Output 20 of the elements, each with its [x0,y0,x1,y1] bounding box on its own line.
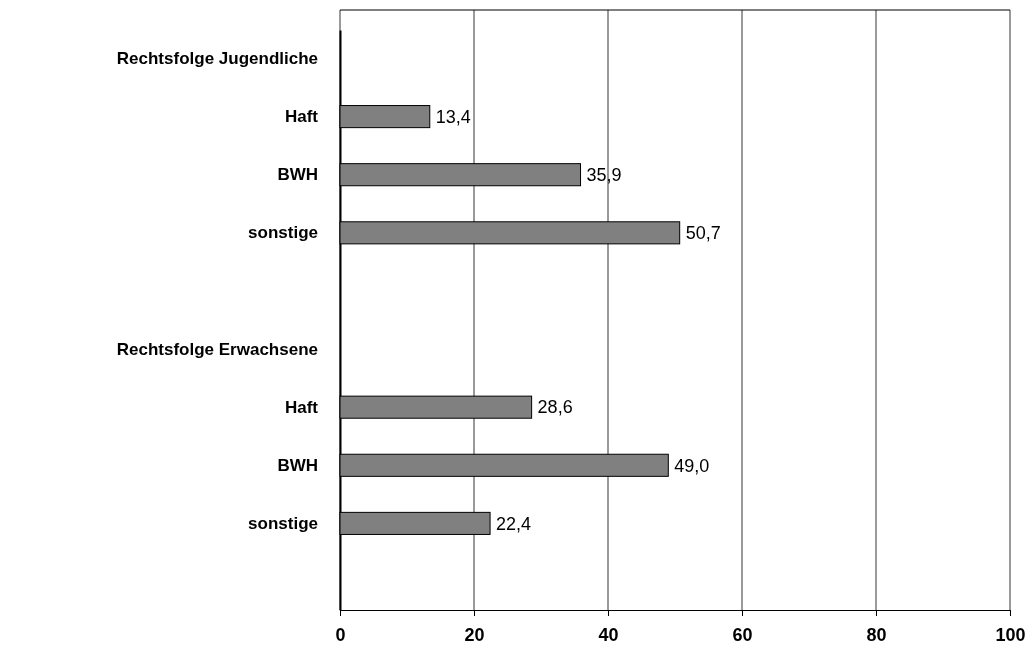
x-tick-label: 60 [732,624,753,645]
data-label: 22,4 [496,513,532,534]
y-tick-label: Rechtsfolge Erwachsene [116,339,318,359]
y-tick-label: Rechtsfolge Jugendliche [116,48,318,68]
data-label: 50,7 [685,223,721,244]
x-tick-label: 80 [866,624,887,645]
x-tick-label: 20 [464,624,485,645]
data-label: 13,4 [435,106,471,127]
x-tick-label: 40 [598,624,619,645]
y-tick-label: sonstige [248,223,318,243]
data-label: 28,6 [537,397,573,418]
y-tick-label: BWH [277,455,318,475]
y-tick-label: BWH [277,165,318,185]
data-label: 49,0 [674,455,710,476]
y-tick-label: Haft [284,107,319,127]
y-tick-label: sonstige [248,513,318,533]
x-tick-label: 100 [995,624,1026,645]
data-label: 35,9 [586,165,622,186]
x-tick-label: 0 [335,624,346,645]
y-tick-label: Haft [284,397,319,417]
